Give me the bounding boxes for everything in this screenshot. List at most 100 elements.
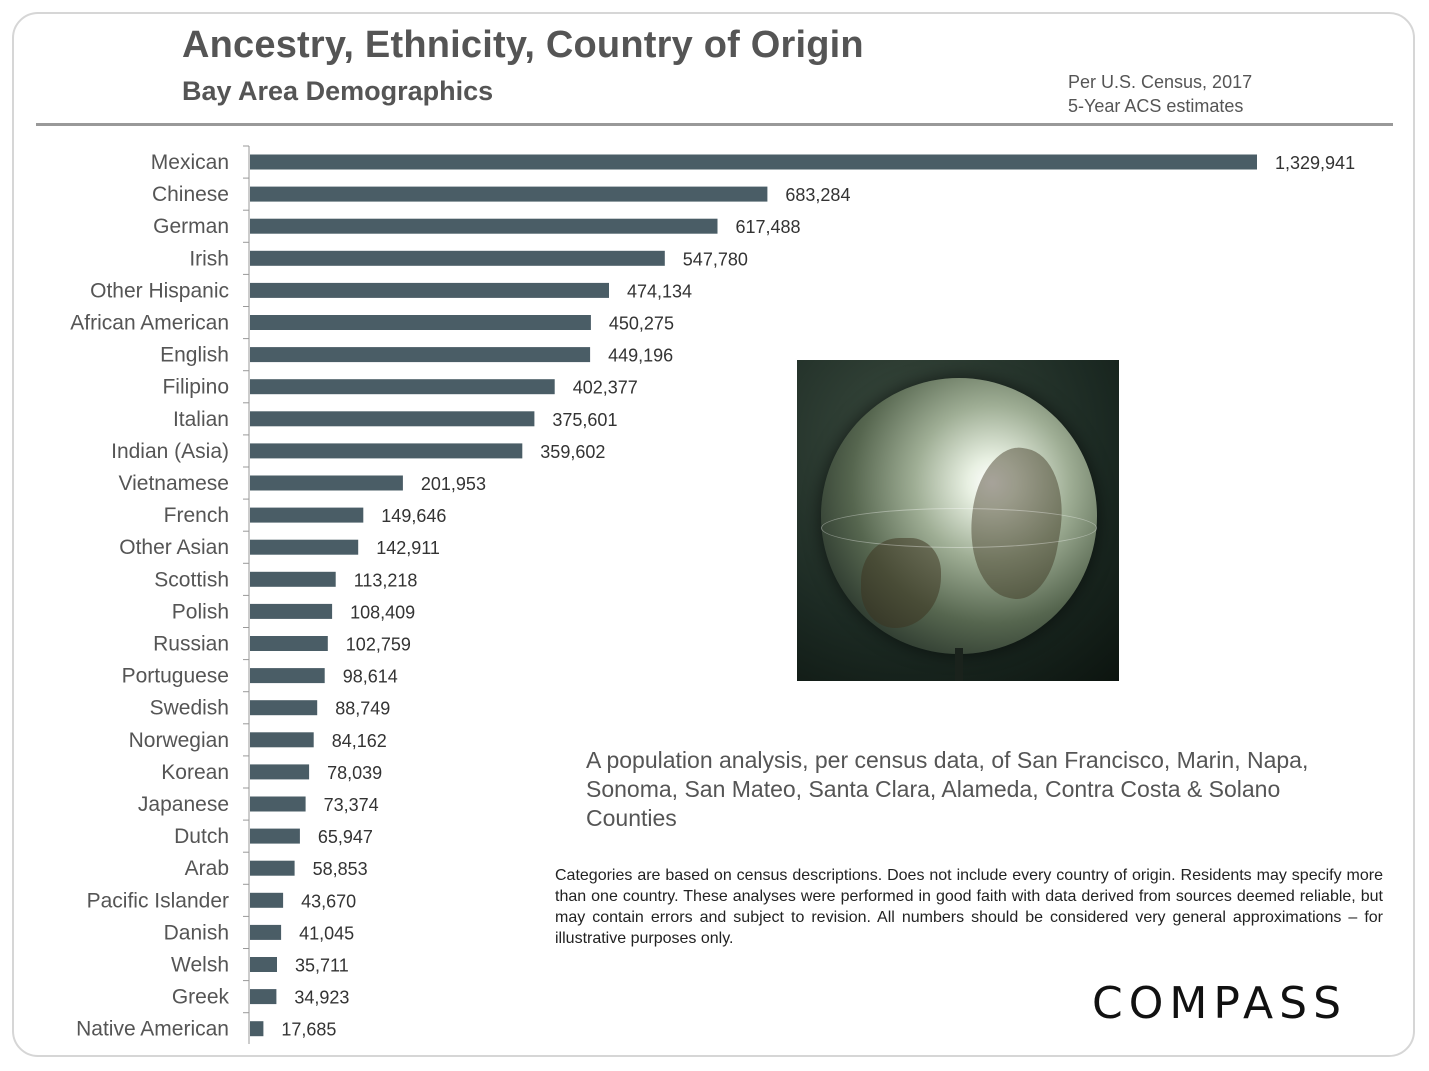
- bar-norwegian: [250, 732, 314, 748]
- bar-irish: [250, 250, 665, 266]
- category-label: English: [160, 344, 229, 367]
- source-line-2: 5-Year ACS estimates: [1068, 96, 1244, 116]
- bar-polish: [250, 603, 333, 619]
- category-label: Korean: [161, 761, 229, 784]
- data-label: 73,374: [324, 795, 379, 815]
- data-label: 65,947: [318, 827, 373, 847]
- data-label: 58,853: [313, 859, 368, 879]
- category-label: Indian (Asia): [111, 440, 229, 463]
- bar-filipino: [250, 379, 555, 395]
- bar-other-asian: [250, 539, 359, 555]
- data-label: 88,749: [335, 699, 390, 719]
- category-label: Norwegian: [129, 729, 229, 752]
- data-label: 149,646: [381, 506, 446, 526]
- bar-other-hispanic: [250, 282, 609, 298]
- data-label: 35,711: [295, 956, 349, 976]
- category-label: Welsh: [171, 954, 229, 977]
- data-label: 142,911: [376, 538, 440, 558]
- category-label: Vietnamese: [118, 472, 229, 495]
- bar-french: [250, 507, 364, 523]
- data-label: 449,196: [608, 346, 673, 366]
- category-label: German: [153, 215, 229, 238]
- bar-chinese: [250, 186, 768, 202]
- bar-indian-asia: [250, 443, 523, 459]
- category-label: Mexican: [151, 151, 229, 174]
- category-label: Other Hispanic: [90, 279, 229, 302]
- data-label: 34,923: [294, 988, 349, 1008]
- bar-african-american: [250, 315, 591, 330]
- bar-english: [250, 347, 591, 363]
- category-label: Swedish: [150, 697, 229, 720]
- bar-russian: [250, 636, 328, 651]
- category-label: Russian: [153, 633, 229, 656]
- category-label: Pacific Islander: [87, 889, 229, 912]
- globe-icon: [821, 378, 1097, 654]
- data-label: 43,670: [301, 891, 356, 911]
- data-label: 683,284: [785, 185, 850, 205]
- globe-continent-americas: [861, 538, 941, 628]
- data-label: 108,409: [350, 602, 415, 622]
- category-label: Portuguese: [122, 665, 229, 688]
- category-label: Polish: [172, 600, 229, 623]
- disclaimer-text: Categories are based on census descripti…: [555, 867, 1383, 947]
- category-label: Native American: [76, 1018, 229, 1041]
- data-label: 402,377: [573, 378, 638, 398]
- data-label: 474,134: [627, 281, 692, 301]
- analysis-text: A population analysis, per census data, …: [586, 747, 1309, 831]
- bar-native-american: [250, 1021, 264, 1037]
- category-label: Other Asian: [119, 536, 229, 559]
- slide-frame: [12, 12, 1415, 1057]
- source-line-1: Per U.S. Census, 2017: [1068, 72, 1253, 92]
- category-label: Dutch: [174, 825, 229, 848]
- category-label: Scottish: [154, 568, 229, 591]
- category-label: Irish: [189, 247, 229, 270]
- data-label: 84,162: [332, 731, 387, 751]
- data-label: 17,685: [281, 1020, 336, 1040]
- category-label: Italian: [173, 408, 229, 431]
- category-label: Greek: [172, 986, 230, 1009]
- bar-greek: [250, 989, 277, 1005]
- data-label: 98,614: [343, 667, 398, 687]
- header-divider: [36, 123, 1393, 126]
- bar-korean: [250, 764, 310, 780]
- data-label: 41,045: [299, 923, 354, 943]
- category-label: African American: [70, 312, 229, 335]
- data-label: 547,780: [683, 249, 748, 269]
- category-label: Arab: [185, 857, 229, 880]
- data-label: 359,602: [540, 442, 605, 462]
- globe-equator-ring: [821, 508, 1097, 548]
- bar-welsh: [250, 957, 277, 972]
- bar-mexican: [250, 154, 1257, 170]
- category-label: Danish: [164, 921, 229, 944]
- category-label: Japanese: [138, 793, 229, 816]
- data-label: 450,275: [609, 314, 674, 334]
- bar-vietnamese: [250, 475, 403, 491]
- bar-swedish: [250, 700, 318, 716]
- data-label: 1,329,941: [1275, 153, 1355, 173]
- category-label: Chinese: [152, 183, 229, 206]
- source-note: Per U.S. Census, 2017 5-Year ACS estimat…: [1068, 70, 1252, 118]
- bar-german: [250, 218, 718, 234]
- globe-image: [797, 360, 1119, 681]
- category-label: Filipino: [162, 376, 229, 399]
- compass-logo: COMPASS: [1092, 978, 1347, 1029]
- globe-stand: [955, 648, 963, 681]
- data-label: 78,039: [327, 763, 382, 783]
- bar-danish: [250, 924, 282, 940]
- bar-portuguese: [250, 668, 325, 684]
- bar-scottish: [250, 571, 336, 587]
- bar-italian: [250, 411, 535, 427]
- page-subtitle: Bay Area Demographics: [182, 76, 494, 106]
- bar-japanese: [250, 796, 306, 812]
- bar-arab: [250, 860, 295, 876]
- page-title: Ancestry, Ethnicity, Country of Origin: [182, 24, 864, 66]
- data-label: 201,953: [421, 474, 486, 494]
- bar-pacific-islander: [250, 892, 284, 908]
- data-label: 113,218: [354, 570, 418, 590]
- bar-dutch: [250, 828, 300, 844]
- category-label: French: [164, 504, 229, 527]
- data-label: 617,488: [736, 217, 801, 237]
- data-label: 102,759: [346, 635, 411, 655]
- data-label: 375,601: [552, 410, 617, 430]
